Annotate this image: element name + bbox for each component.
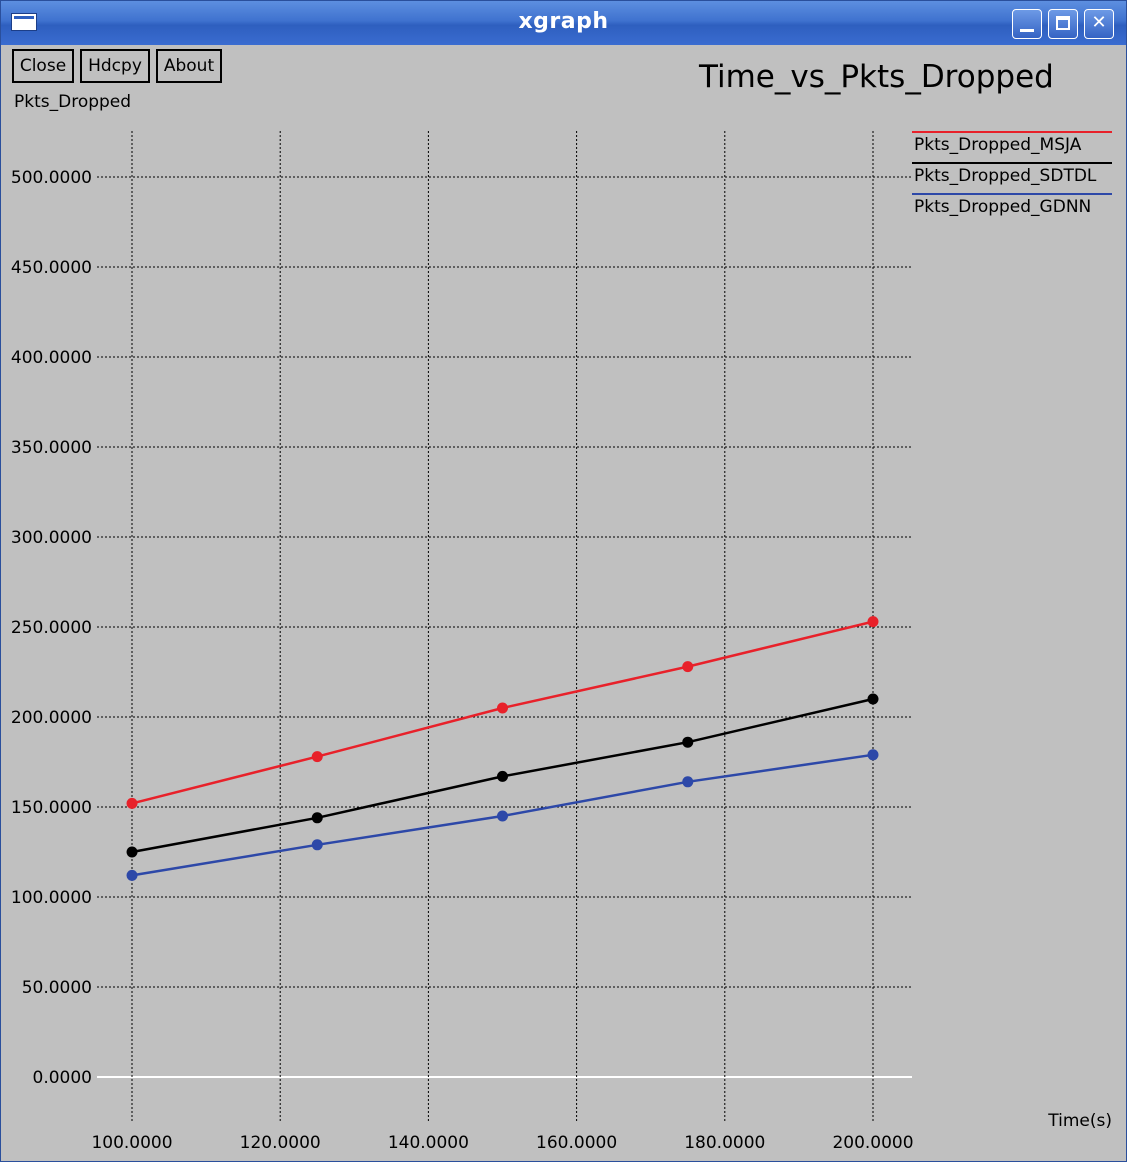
legend-entry: Pkts_Dropped_GDNN bbox=[914, 197, 1091, 217]
line-chart: 0.0000 50.0000 100.0000 150.0000 200.0000 250… bbox=[11, 131, 1112, 1153]
x-tick-label: 120.0000 bbox=[240, 1133, 321, 1153]
graph-area: Close Hdcpy About Pkts_Dropped Time_vs_P… bbox=[5, 45, 1122, 1159]
data-point bbox=[311, 839, 323, 851]
maximize-icon bbox=[1056, 16, 1070, 30]
close-button[interactable]: Close bbox=[12, 49, 74, 83]
legend-entry: Pkts_Dropped_MSJA bbox=[914, 135, 1082, 155]
x-tick-label: 160.0000 bbox=[536, 1133, 617, 1153]
data-point bbox=[497, 702, 508, 714]
minimize-button[interactable] bbox=[1012, 9, 1042, 39]
data-point bbox=[867, 749, 879, 761]
title-bar[interactable]: xgraph ✕ bbox=[1, 1, 1126, 45]
maximize-button[interactable] bbox=[1048, 9, 1078, 39]
minimize-icon bbox=[1020, 29, 1034, 32]
x-axis-label: Time(s) bbox=[1047, 1111, 1112, 1131]
y-tick-label: 50.0000 bbox=[22, 978, 92, 998]
about-button[interactable]: About bbox=[156, 49, 222, 83]
data-point bbox=[311, 751, 323, 763]
y-tick-label: 450.0000 bbox=[11, 258, 92, 278]
window-menu-icon[interactable] bbox=[11, 13, 37, 31]
y-tick-label: 0.0000 bbox=[33, 1068, 92, 1088]
data-point bbox=[682, 736, 694, 748]
y-tick-label: 250.0000 bbox=[11, 618, 92, 638]
y-tick-label: 300.0000 bbox=[11, 528, 92, 548]
y-tick-label: 400.0000 bbox=[11, 348, 92, 368]
x-tick-label: 140.0000 bbox=[388, 1133, 469, 1153]
y-tick-label: 200.0000 bbox=[11, 708, 92, 728]
y-tick-label: 350.0000 bbox=[11, 438, 92, 458]
close-icon: ✕ bbox=[1091, 12, 1107, 33]
x-tick-label: 200.0000 bbox=[832, 1133, 913, 1153]
hdcpy-button[interactable]: Hdcpy bbox=[80, 49, 150, 83]
chart-title: Time_vs_Pkts_Dropped bbox=[699, 59, 1054, 95]
y-tick-label: 100.0000 bbox=[11, 888, 92, 908]
x-tick-label: 100.0000 bbox=[91, 1133, 172, 1153]
data-point bbox=[497, 810, 508, 822]
data-point bbox=[682, 776, 694, 788]
window-close-button[interactable]: ✕ bbox=[1084, 9, 1114, 39]
data-point bbox=[682, 661, 694, 673]
data-point bbox=[867, 693, 879, 705]
window-title: xgraph bbox=[518, 9, 609, 34]
data-point bbox=[867, 616, 879, 628]
data-point bbox=[126, 797, 138, 809]
x-tick-label: 180.0000 bbox=[684, 1133, 765, 1153]
data-point bbox=[311, 812, 323, 824]
data-point bbox=[126, 846, 138, 858]
data-point bbox=[126, 869, 138, 881]
legend-entry: Pkts_Dropped_SDTDL bbox=[914, 166, 1097, 186]
y-tick-label: 150.0000 bbox=[11, 798, 92, 818]
y-axis-label: Pkts_Dropped bbox=[14, 92, 132, 112]
data-point bbox=[497, 770, 508, 782]
y-tick-label: 500.0000 bbox=[11, 168, 92, 188]
